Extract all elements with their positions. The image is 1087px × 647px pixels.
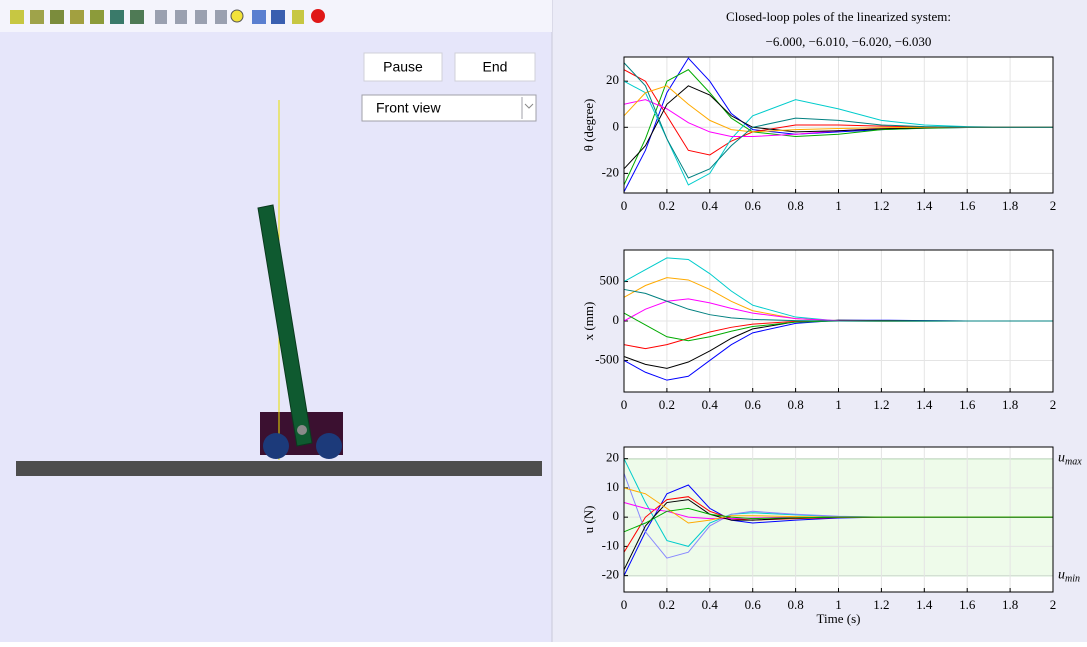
tool-icon[interactable] — [70, 10, 84, 24]
limit-symbol: u — [1058, 451, 1065, 466]
x-tick-label: 1 — [835, 397, 842, 412]
x-tick-label: 1.8 — [1002, 597, 1018, 612]
view-label[interactable]: Front view — [376, 100, 441, 116]
x-tick-label: 1.4 — [916, 597, 933, 612]
x-tick-label: 0.6 — [745, 198, 762, 213]
x-tick-label: 0.4 — [702, 198, 719, 213]
y-axis-label: θ (degree) — [581, 99, 596, 152]
limit-subscript: max — [1065, 457, 1082, 468]
x-tick-label: 0.8 — [787, 198, 803, 213]
wheel — [263, 433, 289, 459]
stop-icon[interactable] — [311, 9, 325, 23]
chart-subtitle: −6.000, −6.010, −6.020, −6.030 — [766, 34, 932, 49]
tool-icon[interactable] — [252, 10, 266, 24]
x-tick-label: 0.2 — [659, 198, 675, 213]
y-tick-label: -20 — [602, 567, 619, 582]
ground — [16, 461, 542, 476]
y-tick-label: -20 — [602, 164, 619, 179]
x-tick-label: 1.2 — [873, 397, 889, 412]
x-tick-label: 0.8 — [787, 597, 803, 612]
x-tick-label: 0.2 — [659, 597, 675, 612]
y-tick-label: -500 — [595, 351, 619, 366]
x-axis-label: Time (s) — [817, 611, 861, 626]
limit-symbol: u — [1058, 568, 1065, 583]
x-tick-label: 1.2 — [873, 198, 889, 213]
x-tick-label: 0.6 — [745, 397, 762, 412]
x-tick-label: 1.4 — [916, 198, 933, 213]
x-tick-label: 1.6 — [959, 397, 976, 412]
y-tick-label: 500 — [600, 273, 620, 288]
pivot — [297, 425, 307, 435]
tool-icon[interactable] — [10, 10, 24, 24]
x-tick-label: 2 — [1050, 397, 1057, 412]
y-tick-label: 10 — [606, 479, 619, 494]
y-tick-label: 0 — [613, 118, 620, 133]
tool-icon[interactable] — [215, 10, 227, 24]
y-tick-label: 0 — [613, 312, 620, 327]
x-tick-label: 0 — [621, 198, 628, 213]
app-window: Pause End Front view 0 0.2 0.4 0.6 0.8 1 1.2 1.… — [0, 0, 1087, 642]
tool-icon[interactable] — [231, 10, 243, 22]
tool-icon[interactable] — [292, 10, 304, 24]
x-tick-label: 1.6 — [959, 198, 976, 213]
x-tick-label: 2 — [1050, 597, 1057, 612]
x-tick-label: 1.8 — [1002, 397, 1018, 412]
y-axis-label: x (mm) — [581, 302, 596, 341]
y-tick-label: 20 — [606, 450, 619, 465]
tool-icon[interactable] — [175, 10, 187, 24]
y-axis-label: u (N) — [581, 506, 596, 534]
x-tick-label: 0 — [621, 597, 628, 612]
y-tick-label: 0 — [613, 508, 620, 523]
chart-title: Closed-loop poles of the linearized syst… — [726, 9, 951, 24]
limit-subscript: min — [1065, 574, 1080, 585]
tool-icon[interactable] — [155, 10, 167, 24]
tool-icon[interactable] — [90, 10, 104, 24]
tool-icon[interactable] — [50, 10, 64, 24]
tool-icon[interactable] — [110, 10, 124, 24]
x-tick-label: 1.6 — [959, 597, 976, 612]
x-tick-label: 1.2 — [873, 597, 889, 612]
pause-label[interactable]: Pause — [383, 59, 423, 75]
x-tick-label: 0.2 — [659, 397, 675, 412]
x-tick-label: 0 — [621, 397, 628, 412]
tool-icon[interactable] — [271, 10, 285, 24]
x-tick-label: 1 — [835, 198, 842, 213]
y-tick-label: 20 — [606, 72, 619, 87]
x-tick-label: 2 — [1050, 198, 1057, 213]
x-tick-label: 1.8 — [1002, 198, 1018, 213]
x-tick-label: 0.6 — [745, 597, 762, 612]
end-label[interactable]: End — [483, 59, 508, 75]
x-tick-label: 0.4 — [702, 597, 719, 612]
tool-icon[interactable] — [30, 10, 44, 24]
x-tick-label: 0.8 — [787, 397, 803, 412]
x-tick-label: 0.4 — [702, 397, 719, 412]
x-tick-label: 1 — [835, 597, 842, 612]
wheel — [316, 433, 342, 459]
y-tick-label: -10 — [602, 537, 619, 552]
tool-icon[interactable] — [130, 10, 144, 24]
tool-icon[interactable] — [195, 10, 207, 24]
x-tick-label: 1.4 — [916, 397, 933, 412]
